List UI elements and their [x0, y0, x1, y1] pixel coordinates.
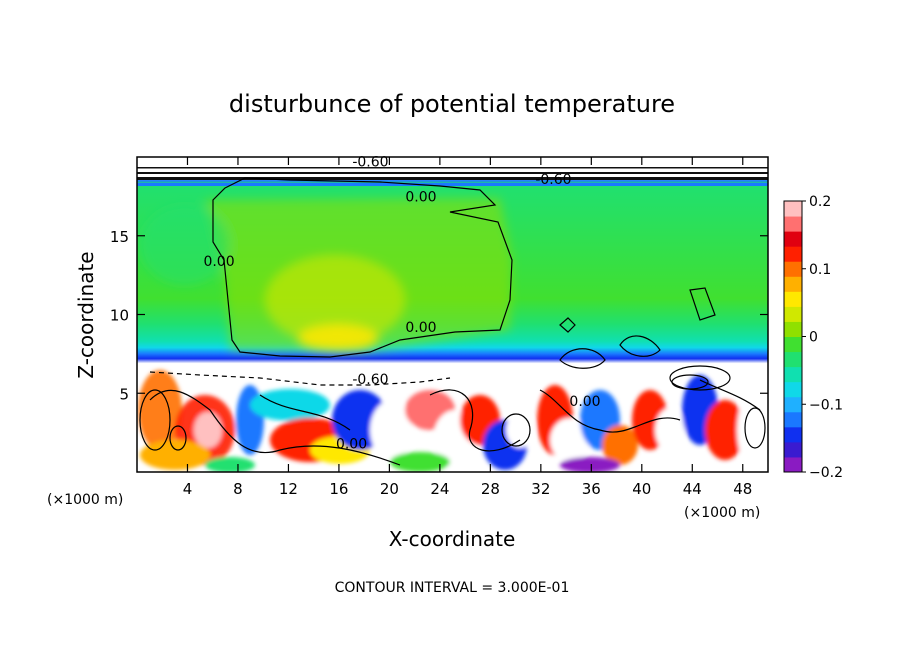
colorbar-tick-label: 0.2	[809, 194, 831, 210]
colorbar-swatch	[784, 381, 802, 398]
x-tick-label: 16	[329, 480, 348, 498]
heatmap-field	[137, 157, 768, 472]
contour-lines	[139, 177, 766, 466]
colorbar-swatch	[784, 231, 802, 247]
contour-loop	[501, 413, 531, 447]
contour-label: -0.60	[535, 172, 571, 188]
contour-label: 0.00	[203, 254, 234, 270]
colorbar-swatch	[784, 336, 802, 353]
contour-label: -0.60	[352, 372, 388, 388]
y-tick-label: 15	[110, 228, 129, 246]
contour-label: 0.00	[569, 394, 600, 410]
y-tick-label: 5	[119, 385, 129, 403]
upper-boundary-layer	[137, 167, 768, 186]
colorbar-swatch	[784, 456, 802, 473]
colorbar-swatch	[784, 201, 802, 217]
colorbar-tick-label: 0.1	[809, 262, 831, 278]
colorbar-swatch	[784, 366, 802, 383]
contour-labels: 0.00 0.00 0.00 -0.60 0.00 0.00 -0.60 -0.60	[203, 155, 600, 453]
x-tick-label: 4	[183, 480, 193, 498]
contour-loop	[671, 374, 709, 390]
x-tick-label: 8	[233, 480, 243, 498]
contour-zero-upper	[212, 177, 513, 358]
contour-small-cells	[559, 287, 716, 369]
contour-loop	[139, 389, 171, 451]
y-unit-label: (×1000 m)	[47, 492, 123, 508]
x-tick-label: 40	[632, 480, 651, 498]
contour-loop	[744, 407, 766, 449]
contour-label: 0.00	[405, 320, 436, 336]
chart-title: disturbunce of potential temperature	[229, 90, 675, 118]
x-tick-label: 20	[380, 480, 399, 498]
x-tick-label: 36	[582, 480, 601, 498]
contour-label: 0.00	[405, 189, 436, 205]
colorbar-swatch	[784, 276, 802, 292]
colorbar-tick-label: −0.2	[809, 465, 843, 481]
contour-label: -0.60	[352, 155, 388, 171]
contour-loop	[169, 425, 187, 451]
y-axis-label: Z-coordinate	[74, 251, 98, 378]
contour-label: 0.00	[336, 437, 367, 453]
y-tick-label: 10	[110, 307, 129, 325]
colorbar-tick-label: 0	[809, 330, 818, 346]
x-tick-label: 48	[733, 480, 752, 498]
x-tick-label: 44	[683, 480, 702, 498]
colorbar-swatch	[784, 306, 802, 322]
x-tick-label: 24	[430, 480, 449, 498]
colorbar-tick-label: −0.1	[809, 397, 843, 413]
lower-turbulence	[138, 370, 768, 472]
colorbar-swatch	[784, 441, 802, 458]
colorbar-swatch	[784, 246, 802, 262]
x-axis-label: X-coordinate	[389, 527, 516, 551]
colorbar-swatch	[784, 291, 802, 307]
colorbar-swatch	[784, 216, 802, 232]
upper-warm-core	[140, 198, 512, 352]
x-tick-label: 32	[531, 480, 550, 498]
contour-zero-lower	[149, 379, 761, 466]
colorbar-swatch	[784, 351, 802, 368]
contour-interval-footer: CONTOUR INTERVAL = 3.000E-01	[335, 580, 570, 596]
colorbar-swatch	[784, 261, 802, 277]
colorbar-swatch	[784, 426, 802, 443]
x-tick-label: 28	[481, 480, 500, 498]
contour-loop	[669, 365, 731, 391]
colorbar-swatch	[784, 321, 802, 337]
x-tick-label: 12	[279, 480, 298, 498]
colorbar: 0.2 0.1 0 −0.1 −0.2	[783, 194, 843, 481]
colorbar-swatch	[784, 396, 802, 413]
contour-dashed-lower	[149, 371, 451, 386]
x-unit-label: (×1000 m)	[684, 505, 760, 521]
colorbar-swatch	[784, 411, 802, 428]
